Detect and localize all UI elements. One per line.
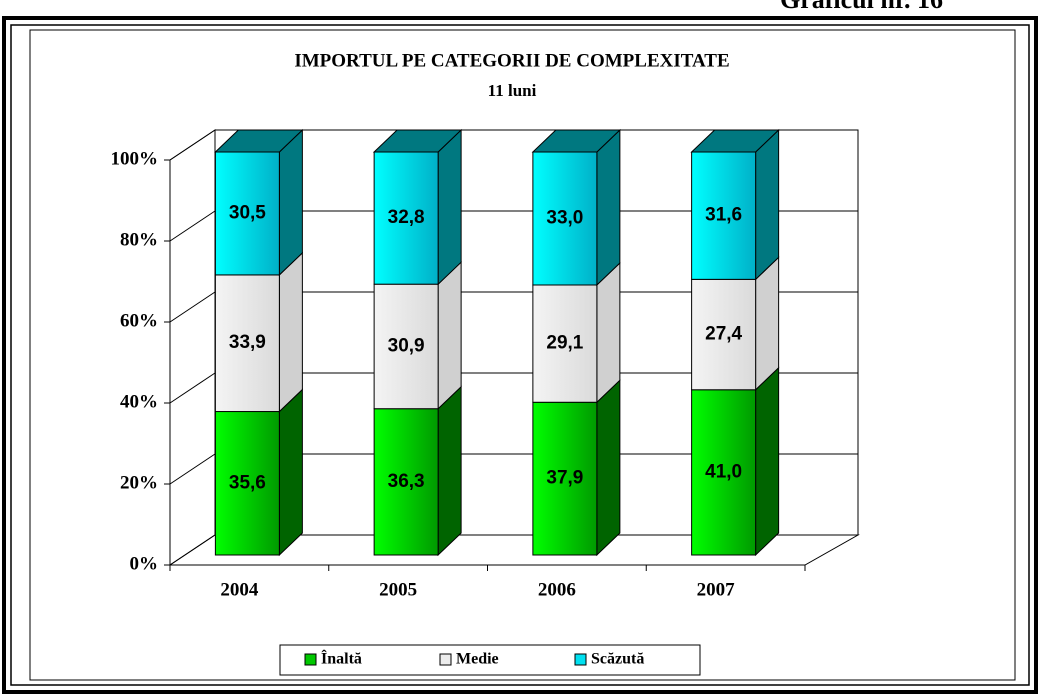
bar [214,274,280,413]
bar-top [690,129,780,153]
bar-side [755,366,780,557]
bar [691,389,757,556]
bar-side [596,261,621,404]
y-tick-label: 20% [120,472,158,493]
bar [214,411,280,556]
bar-side [596,128,621,287]
bar-side [596,379,621,557]
bar-side [278,388,303,557]
legend [279,644,701,676]
legend-label: Scăzută [591,651,644,668]
grid-line [169,291,216,323]
value-label: 29,1 [546,333,583,354]
value-label: 33,0 [546,208,583,229]
value-label: 27,4 [705,324,742,345]
chart-subtitle: 11 luni [488,81,537,100]
value-label: 41,0 [705,461,742,482]
x-tick-label: 2007 [697,579,736,600]
bar [691,151,757,280]
y-tick-label: 60% [120,310,158,331]
bar-side [437,385,462,557]
y-tick-label: 40% [120,391,158,412]
value-label: 30,9 [388,335,425,356]
bar [532,151,598,286]
bar-side [437,261,462,410]
bar [373,408,439,556]
bar-side [437,128,462,286]
x-tick-label: 2005 [379,579,417,600]
bar [373,151,439,285]
legend-label: Înaltă [321,649,362,668]
bar [691,278,757,391]
value-label: 36,3 [388,471,425,492]
grid-line [169,129,216,161]
value-label: 31,6 [705,205,742,226]
bar-side [755,128,780,281]
chart-title: IMPORTUL PE CATEGORII DE COMPLEXITATE [294,50,729,71]
x-tick-label: 2006 [538,579,576,600]
grid-line [169,534,216,566]
bar-top [372,129,463,153]
legend-swatch [304,653,317,666]
inner-frame [10,24,1030,686]
bar [214,151,280,276]
bar-top [214,129,304,153]
bar-side [278,128,303,277]
side-wall [169,129,216,566]
value-label: 33,9 [229,332,266,353]
bar [373,283,439,410]
legend-swatch [439,653,452,666]
grid-line [169,453,216,485]
x-tick-label: 2004 [220,579,259,600]
value-label: 35,6 [229,472,266,493]
legend-label: Medie [456,651,499,668]
bar-side [755,256,780,391]
page-header: Graficul nr. 16 [780,0,943,14]
bar [532,284,598,403]
value-label: 30,5 [229,202,266,223]
legend-swatch [574,653,587,666]
bar-top [531,129,622,153]
value-label: 37,9 [546,468,583,489]
y-tick-label: 0% [130,553,159,574]
y-tick-label: 100% [111,148,159,169]
value-label: 32,8 [388,207,425,228]
bar-side [278,251,303,413]
grid-line [169,210,216,242]
y-tick-label: 80% [120,229,158,250]
grid-line [169,372,216,404]
outer-frame [2,16,1038,694]
